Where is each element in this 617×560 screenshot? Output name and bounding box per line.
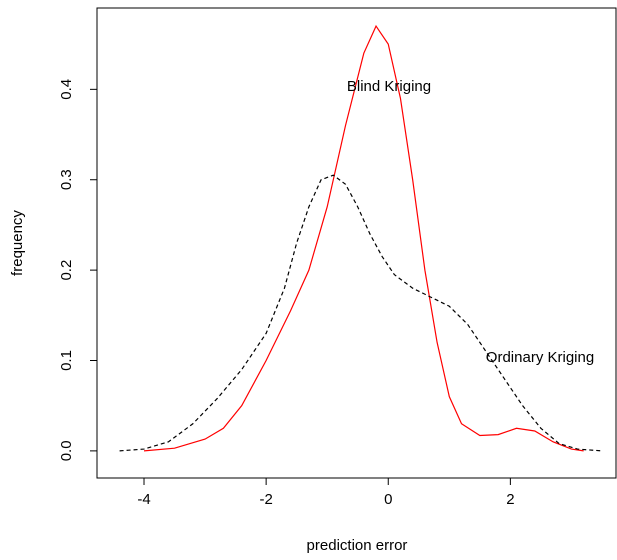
x-tick-label: -4 [137, 491, 150, 508]
y-tick-label: 0.2 [58, 260, 75, 281]
y-axis-label: frequency [9, 210, 26, 276]
series-line [119, 174, 603, 452]
y-tick-label: 0.3 [58, 169, 75, 190]
x-tick-label: 2 [506, 491, 514, 508]
y-tick-label: 0.4 [58, 79, 75, 100]
y-tick-label: 0.0 [58, 440, 75, 461]
series-line [143, 24, 584, 452]
y-tick-label: 0.1 [58, 350, 75, 371]
x-tick-label: -2 [259, 491, 272, 508]
series-label: Blind Kriging [347, 78, 431, 95]
x-axis-label: prediction error [307, 537, 408, 554]
series-label: Ordinary Kriging [486, 349, 594, 366]
x-tick-label: 0 [384, 491, 392, 508]
